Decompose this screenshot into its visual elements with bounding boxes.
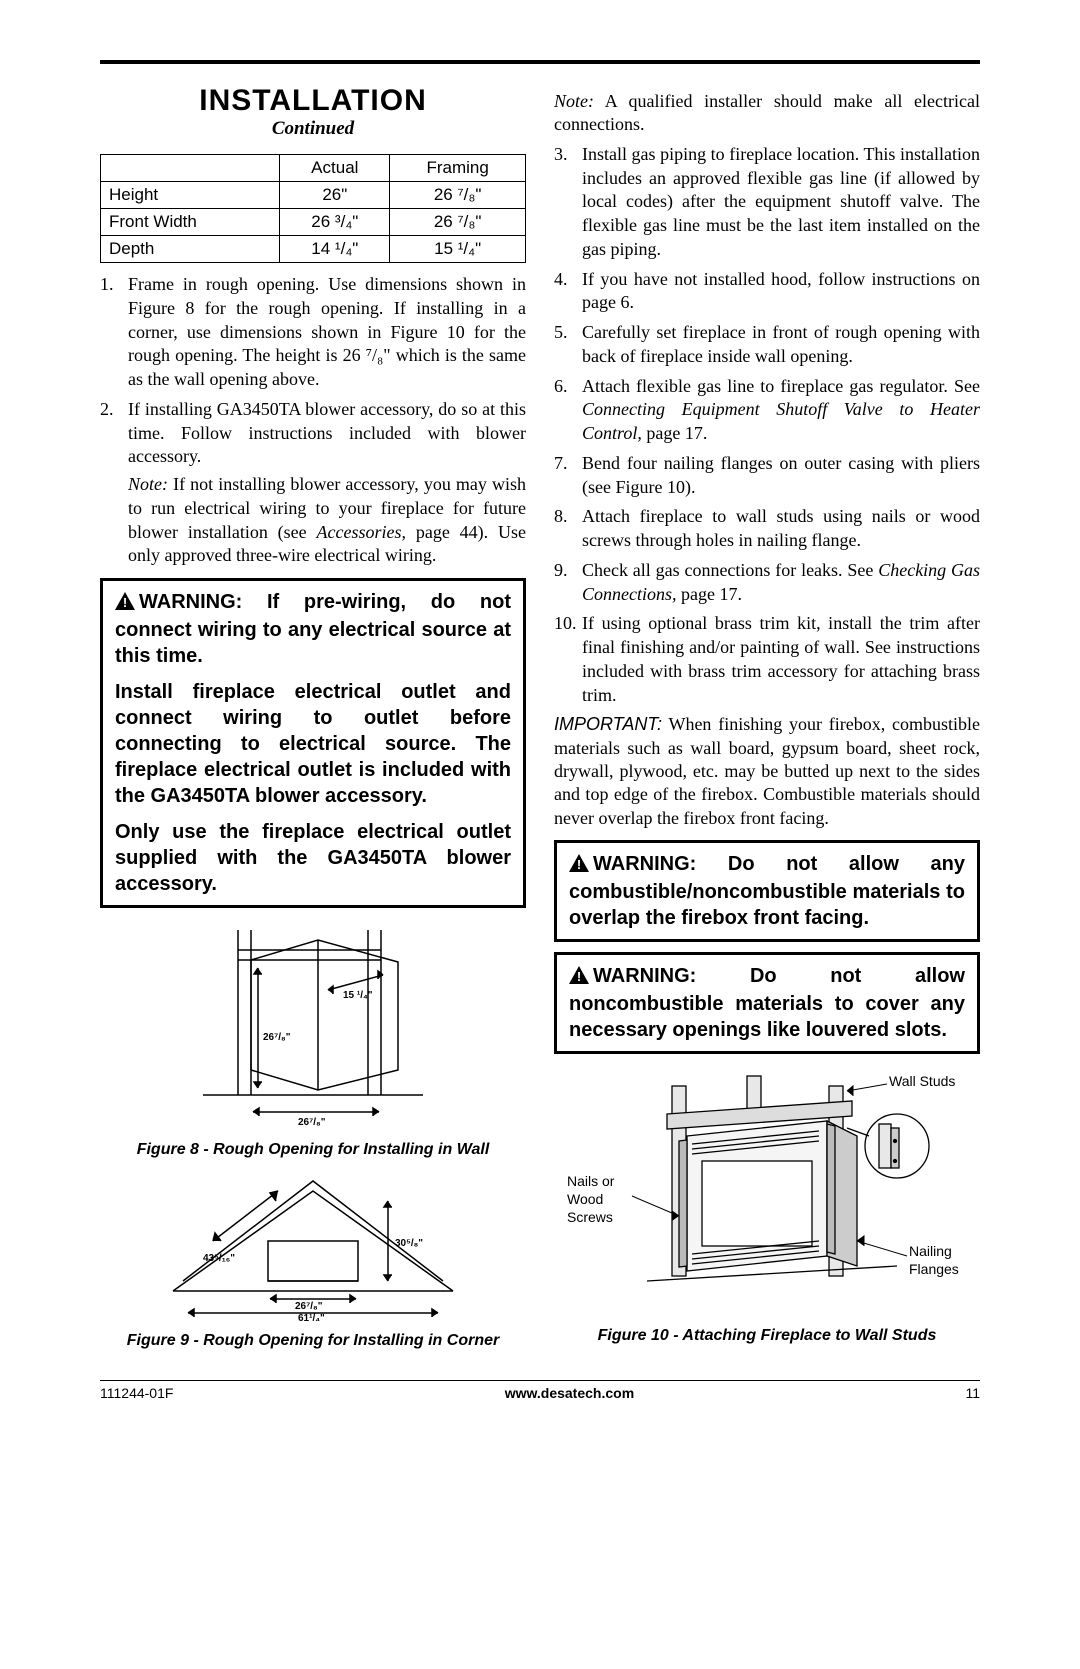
svg-text:!: ! <box>577 857 581 872</box>
list-item: 7.Bend four nailing flanges on outer cas… <box>554 452 980 500</box>
list-item: 8.Attach fireplace to wall studs using n… <box>554 505 980 553</box>
warning-paragraph: ! WARNING: If pre-wiring, do not connect… <box>115 589 511 669</box>
dim-height: 26⁷/₈" <box>263 1032 291 1043</box>
warning-paragraph: ! WARNING: Do not allow any combustible/… <box>569 851 965 931</box>
table-row: Depth 14 ¹/₄" 15 ¹/₄" <box>101 236 526 263</box>
warning-box-right-2: ! WARNING: Do not allow noncombustible m… <box>554 952 980 1054</box>
right-column: Note: A qualified installer should make … <box>554 84 980 1360</box>
dim-base: 61¹/₄" <box>298 1313 325 1321</box>
warning-paragraph: Install fireplace electrical outlet and … <box>115 679 511 809</box>
table-row: Front Width 26 ³/₄" 26 ⁷/₈" <box>101 209 526 236</box>
right-ordered-list: 3.Install gas piping to fireplace locati… <box>554 143 980 708</box>
list-item: 2. If installing GA3450TA blower accesso… <box>100 398 526 568</box>
item-text: Frame in rough opening. Use dimensions s… <box>128 273 526 392</box>
list-item: 1. Frame in rough opening. Use dimension… <box>100 273 526 392</box>
figure-8-svg: 15 ¹/₄" 26⁷/₈" 26⁷/₈" <box>183 920 443 1130</box>
figure-9: 43⁵/₁₆" 30⁵/₈" 26⁷/₈" 61¹/₄" <box>100 1171 526 1326</box>
left-column: INSTALLATION Continued Actual Framing He… <box>100 84 526 1360</box>
note-paragraph: Note: A qualified installer should make … <box>554 90 980 137</box>
label-nails-1: Nails or <box>567 1173 615 1189</box>
figure-8: 15 ¹/₄" 26⁷/₈" 26⁷/₈" <box>100 920 526 1135</box>
footer-url: www.desatech.com <box>505 1385 634 1401</box>
important-label: IMPORTANT: <box>554 714 662 734</box>
label-flanges-1: Nailing <box>909 1243 952 1259</box>
dimensions-table: Actual Framing Height 26" 26 ⁷/₈" Front … <box>100 154 526 263</box>
dim-height: 30⁵/₈" <box>395 1238 423 1249</box>
list-item: 6.Attach flexible gas line to fireplace … <box>554 375 980 446</box>
label-nails-2: Wood <box>567 1191 603 1207</box>
figure-10-svg: Wall Studs Nails or Wood Screws Nailing … <box>557 1066 977 1316</box>
item-text: If installing GA3450TA blower accessory,… <box>128 398 526 568</box>
page-title: INSTALLATION <box>100 84 526 118</box>
item-number: 2. <box>100 398 128 568</box>
note-block: Note: If not installing blower accessory… <box>128 473 526 568</box>
label-flanges-2: Flanges <box>909 1261 959 1277</box>
page-footer: 111244-01F www.desatech.com 11 <box>100 1380 980 1401</box>
list-item: 5.Carefully set fireplace in front of ro… <box>554 321 980 369</box>
list-item: 4.If you have not installed hood, follow… <box>554 268 980 316</box>
footer-doc-number: 111244-01F <box>100 1385 173 1401</box>
dim-width: 26⁷/₈" <box>298 1117 326 1128</box>
left-ordered-list: 1. Frame in rough opening. Use dimension… <box>100 273 526 568</box>
note-label: Note: <box>554 91 594 111</box>
th-framing: Framing <box>390 155 526 182</box>
dim-diag: 43⁵/₁₆" <box>203 1253 235 1264</box>
list-item: 10.If using optional brass trim kit, ins… <box>554 612 980 707</box>
warning-paragraph: Only use the fireplace electrical outlet… <box>115 819 511 897</box>
warning-paragraph: ! WARNING: Do not allow noncombustible m… <box>569 963 965 1043</box>
figure-10-caption: Figure 10 - Attaching Fireplace to Wall … <box>554 1327 980 1345</box>
warning-icon: ! <box>569 853 589 879</box>
list-item: 9.Check all gas connections for leaks. S… <box>554 559 980 607</box>
svg-text:!: ! <box>123 595 127 610</box>
two-column-layout: INSTALLATION Continued Actual Framing He… <box>100 84 980 1360</box>
figure-9-caption: Figure 9 - Rough Opening for Installing … <box>100 1332 526 1350</box>
label-wall-studs: Wall Studs <box>889 1073 955 1089</box>
label-nails-3: Screws <box>567 1209 613 1225</box>
figure-8-caption: Figure 8 - Rough Opening for Installing … <box>100 1141 526 1159</box>
item-number: 1. <box>100 273 128 392</box>
dim-front: 26⁷/₈" <box>295 1301 323 1312</box>
svg-text:!: ! <box>577 969 581 984</box>
table-row: Height 26" 26 ⁷/₈" <box>101 182 526 209</box>
warning-box-left: ! WARNING: If pre-wiring, do not connect… <box>100 578 526 908</box>
figure-9-svg: 43⁵/₁₆" 30⁵/₈" 26⁷/₈" 61¹/₄" <box>163 1171 463 1321</box>
subtitle: Continued <box>100 118 526 140</box>
dim-depth: 15 ¹/₄" <box>343 990 373 1001</box>
important-paragraph: IMPORTANT: When finishing your firebox, … <box>554 713 980 830</box>
note-label: Note: <box>128 474 168 494</box>
top-rule <box>100 60 980 64</box>
th-blank <box>101 155 280 182</box>
warning-box-right-1: ! WARNING: Do not allow any combustible/… <box>554 840 980 942</box>
figure-10: Wall Studs Nails or Wood Screws Nailing … <box>554 1066 980 1321</box>
th-actual: Actual <box>280 155 390 182</box>
footer-page-number: 11 <box>965 1385 980 1401</box>
warning-icon: ! <box>569 965 589 991</box>
list-item: 3.Install gas piping to fireplace locati… <box>554 143 980 262</box>
warning-icon: ! <box>115 591 135 617</box>
table-header-row: Actual Framing <box>101 155 526 182</box>
